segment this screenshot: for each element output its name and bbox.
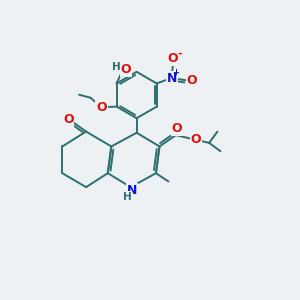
Text: H: H: [123, 192, 131, 202]
Text: O: O: [190, 133, 201, 146]
Text: O: O: [121, 63, 131, 76]
Text: O: O: [187, 74, 197, 87]
Text: N: N: [167, 72, 177, 85]
Text: O: O: [96, 101, 107, 114]
Text: -: -: [177, 49, 182, 59]
Text: H: H: [112, 62, 121, 72]
Text: O: O: [63, 113, 74, 126]
Text: O: O: [168, 52, 178, 65]
Text: N: N: [127, 184, 137, 197]
Text: O: O: [171, 122, 182, 135]
Text: +: +: [172, 68, 179, 77]
